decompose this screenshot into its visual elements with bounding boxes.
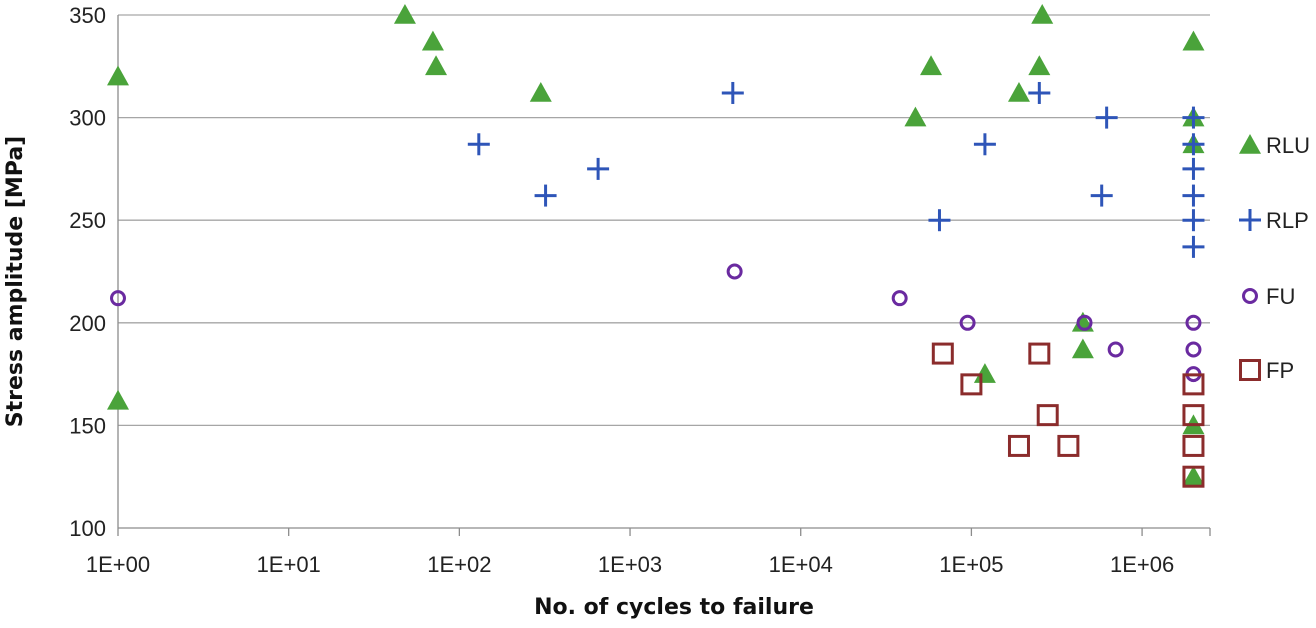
legend-label-rlu: RLU bbox=[1266, 133, 1310, 158]
data-point-rlu bbox=[421, 30, 444, 51]
legend-label-fu: FU bbox=[1266, 284, 1295, 309]
data-point-rlu bbox=[393, 4, 416, 24]
data-point-fu bbox=[1185, 314, 1202, 331]
data-point-rlp bbox=[1182, 133, 1205, 156]
data-point-fu bbox=[1107, 341, 1124, 358]
data-point-rlp bbox=[587, 157, 610, 180]
data-point-rlp bbox=[928, 209, 951, 232]
data-point-fu bbox=[959, 314, 976, 331]
data-point-rlp bbox=[1182, 106, 1205, 129]
data-point-fp bbox=[1182, 373, 1205, 396]
data-point-fp bbox=[1028, 342, 1051, 365]
data-point-rlp bbox=[1182, 235, 1205, 258]
data-point-fp bbox=[1182, 465, 1205, 488]
data-point-fu bbox=[1185, 341, 1202, 358]
axes bbox=[117, 15, 1211, 536]
tick-labels: 100 150 200 250 300 350 1E+00 1E+01 1E+02 1E+03 1E… bbox=[69, 3, 1174, 577]
y-tick-label: 350 bbox=[69, 3, 106, 28]
data-point-rlu bbox=[973, 363, 996, 383]
data-point-rlu bbox=[1031, 4, 1054, 24]
grid-lines bbox=[118, 14, 1210, 427]
data-point-rlu bbox=[1182, 30, 1205, 51]
y-tick-label: 200 bbox=[69, 311, 106, 336]
x-axis-title: No. of cycles to failure bbox=[534, 595, 814, 620]
x-tick-label: 1E+00 bbox=[86, 552, 150, 577]
data-point-rlp bbox=[973, 133, 996, 156]
legend-label-fp: FP bbox=[1266, 358, 1294, 383]
data-point-rlp bbox=[1182, 209, 1205, 232]
data-point-rlu bbox=[920, 55, 943, 76]
x-tick-label: 1E+06 bbox=[1110, 552, 1174, 577]
legend-marker-rlu bbox=[1239, 134, 1261, 154]
data-point-fu bbox=[726, 263, 743, 280]
data-point-fp bbox=[1182, 404, 1205, 427]
y-tick-label: 300 bbox=[69, 106, 106, 131]
legend: RLU RLP FU FP bbox=[1239, 133, 1310, 383]
y-axis-title: Stress amplitude [MPa] bbox=[3, 136, 28, 427]
legend-marker-fu bbox=[1242, 288, 1258, 304]
legend-marker-fp bbox=[1239, 359, 1261, 381]
data-point-fp bbox=[1057, 434, 1080, 457]
y-tick-label: 250 bbox=[69, 208, 106, 233]
x-tick-label: 1E+02 bbox=[427, 552, 491, 577]
data-point-rlp bbox=[1028, 81, 1051, 104]
data-point-rlp bbox=[1090, 184, 1113, 207]
data-point-rlp bbox=[467, 133, 490, 156]
data-point-fp bbox=[960, 373, 983, 396]
data-point-rlp bbox=[1182, 184, 1205, 207]
data-point-rlu bbox=[1071, 338, 1094, 359]
data-point-rlp bbox=[534, 184, 557, 207]
data-point-rlu bbox=[1182, 465, 1205, 486]
data-point-rlp bbox=[721, 81, 744, 104]
x-tick-label: 1E+03 bbox=[598, 552, 662, 577]
x-tick-label: 1E+04 bbox=[769, 552, 833, 577]
data-point-fu bbox=[1076, 314, 1093, 331]
y-tick-label: 150 bbox=[69, 413, 106, 438]
data-point-rlu bbox=[107, 389, 129, 410]
data-point-fp bbox=[1182, 434, 1205, 457]
x-tick-label: 1E+01 bbox=[257, 552, 321, 577]
x-tick-label: 1E+05 bbox=[939, 552, 1003, 577]
data-point-fp bbox=[931, 342, 954, 365]
legend-marker-rlp bbox=[1239, 209, 1261, 231]
data-point-rlp bbox=[1095, 106, 1118, 129]
data-point-rlu bbox=[529, 81, 552, 102]
data-point-rlu bbox=[1007, 81, 1030, 102]
data-point-rlu bbox=[904, 106, 927, 127]
data-point-fp bbox=[1036, 404, 1059, 427]
data-point-fu bbox=[110, 290, 126, 307]
data-point-fu bbox=[891, 290, 908, 307]
data-point-rlu bbox=[425, 55, 448, 76]
data-point-fp bbox=[1007, 434, 1030, 457]
data-points bbox=[107, 4, 1205, 488]
data-point-rlu bbox=[107, 65, 129, 86]
data-point-rlp bbox=[1182, 157, 1205, 180]
y-tick-label: 100 bbox=[69, 516, 106, 541]
data-point-rlu bbox=[1028, 55, 1051, 76]
legend-label-rlp: RLP bbox=[1266, 208, 1309, 233]
